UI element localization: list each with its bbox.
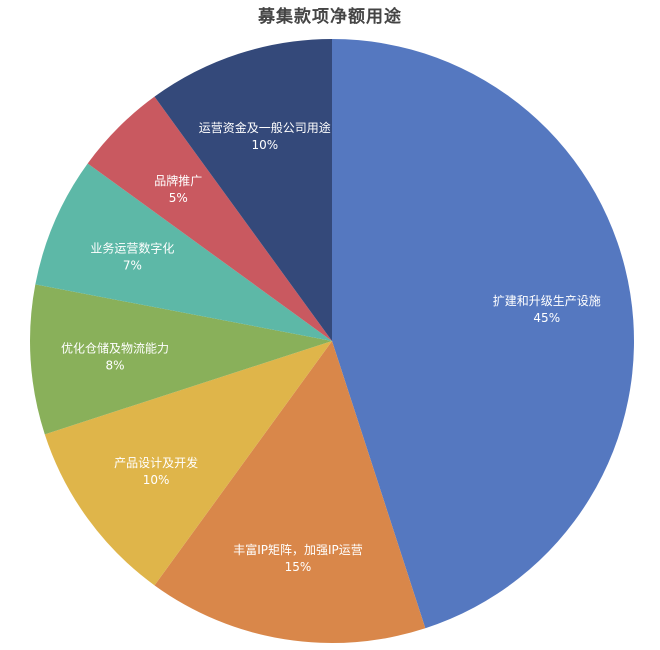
slice-value-label: 7% — [123, 259, 142, 273]
pie-slice-3 — [29, 284, 332, 435]
slice-name-label: 产品设计及开发 — [114, 455, 198, 470]
pie-slice-2 — [44, 341, 332, 586]
chart-title: 募集款项净额用途 — [258, 7, 402, 27]
pie-slice-0 — [332, 39, 634, 629]
slice-value-label: 15% — [285, 560, 312, 574]
pie-slice-5 — [87, 96, 332, 341]
pie-slice-1 — [154, 341, 426, 643]
slice-name-label: 丰富IP矩阵，加强IP运营 — [233, 542, 363, 557]
slice-name-label: 运营资金及一般公司用途 — [199, 120, 331, 135]
slice-value-label: 5% — [169, 191, 188, 205]
slice-value-label: 8% — [105, 359, 124, 373]
pie-slice-4 — [35, 163, 333, 341]
slice-name-label: 业务运营数字化 — [90, 241, 174, 256]
slice-name-label: 品牌推广 — [154, 174, 202, 188]
slice-value-label: 10% — [143, 473, 170, 487]
slice-value-label: 45% — [533, 311, 560, 325]
slice-name-label: 扩建和升级生产设施 — [493, 294, 601, 308]
slice-name-label: 优化仓储及物流能力 — [61, 341, 169, 356]
slice-value-label: 10% — [251, 138, 278, 152]
pie-slice-6 — [154, 39, 332, 341]
pie-labels: 扩建和升级生产设施 45% 丰富IP矩阵，加强IP运营 15% 产品设计及开发 10% 优化… — [61, 120, 601, 574]
pie-slices — [29, 39, 634, 643]
